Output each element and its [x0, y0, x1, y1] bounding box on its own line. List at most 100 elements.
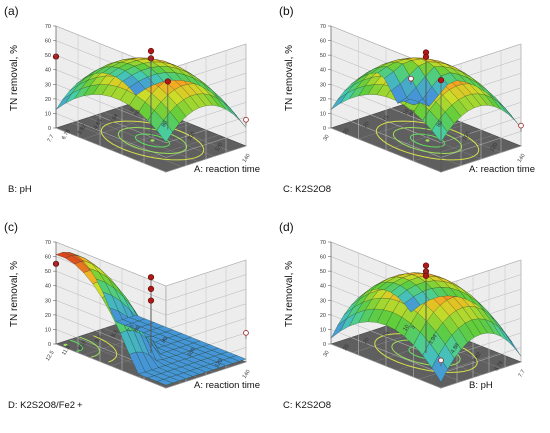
x-tick-label: 60 — [133, 325, 141, 333]
contour-line — [117, 126, 188, 155]
surface-cell — [404, 296, 421, 313]
chart-panel: 0 10 20 30 40 50 60 70 60 80 100 120 140 3 3.94 4.88 5.8… — [4, 4, 260, 195]
x-tick-label: 3.94 — [428, 334, 439, 346]
y-tick-label: 30 — [322, 350, 330, 358]
design-point — [243, 116, 249, 123]
x-tick-label: 120 — [214, 358, 224, 369]
surface-cell — [403, 98, 421, 106]
x-tick-label: 7.7 — [518, 369, 527, 379]
x-tick-label: 140 — [242, 369, 252, 380]
x-tick-label: 140 — [517, 153, 527, 164]
contour-line — [374, 333, 478, 373]
design-point — [518, 122, 524, 129]
z-tick-label: 50 — [45, 53, 51, 59]
y-tick-label: 20 — [362, 337, 370, 345]
z-tick-label: 10 — [45, 111, 51, 117]
z-tick-label: 20 — [320, 313, 326, 319]
z-axis-title: TN removal, % — [284, 261, 295, 327]
design-point — [408, 75, 414, 82]
z-tick-label: 0 — [48, 342, 51, 348]
x-tick-label: 60 — [133, 109, 141, 117]
design-point — [422, 262, 430, 269]
x-axis-title: A: reaction time — [194, 380, 260, 391]
y-tick-label: 6.76 — [61, 129, 72, 141]
z-tick-label: 10 — [45, 327, 51, 333]
y-tick-label: 10 — [402, 108, 410, 116]
x-tick-label: 120 — [489, 142, 499, 153]
design-point — [243, 330, 249, 336]
design-point — [164, 78, 171, 85]
y-tick-label: 8.5 — [111, 329, 120, 339]
chart-panel: 0 10 20 30 40 50 60 70 60 80 100 120 140 10 15 20 25 30 TN… — [279, 4, 535, 195]
contour-line — [392, 126, 463, 155]
y-tick-label: 5.82 — [77, 123, 88, 135]
design-point — [147, 297, 155, 304]
y-tick-label: 7.7 — [47, 134, 56, 144]
x-tick-label: 60 — [408, 109, 416, 117]
z-tick-label: 40 — [45, 284, 51, 290]
panel-label: (b) — [279, 4, 294, 18]
surface-cell — [128, 314, 146, 322]
wall-grid-line — [55, 127, 247, 173]
contour-center — [63, 343, 68, 347]
contour-line — [134, 133, 171, 148]
floor-grid-line — [138, 134, 219, 162]
x-tick-label: 80 — [161, 120, 169, 128]
z-axis-title: TN removal, % — [284, 45, 295, 111]
y-tick-label: 11.5 — [61, 345, 72, 357]
wall-grid-line — [330, 343, 522, 389]
design-point — [437, 77, 445, 84]
z-axis-title: TN removal, % — [9, 45, 20, 111]
x-tick-label: 120 — [214, 142, 224, 153]
y-tick-label: 4.88 — [93, 118, 104, 130]
z-tick-label: 50 — [45, 269, 51, 275]
z-tick-label: 40 — [45, 68, 51, 74]
z-tick-label: 30 — [320, 298, 326, 304]
z-tick-label: 10 — [320, 111, 326, 117]
y-tick-label: 7.5 — [127, 324, 136, 334]
z-tick-label: 70 — [45, 240, 51, 246]
y-axis-title: B: pH — [8, 184, 32, 195]
z-tick-label: 50 — [320, 53, 326, 59]
z-tick-label: 30 — [320, 82, 326, 88]
z-tick-label: 70 — [45, 24, 51, 30]
panel-label: (d) — [279, 220, 294, 234]
design-point — [438, 357, 444, 364]
contour-center — [150, 139, 155, 142]
z-tick-label: 50 — [320, 269, 326, 275]
contour-line — [69, 339, 84, 352]
contour-line — [409, 133, 446, 148]
wall-grid-line — [55, 270, 247, 316]
panel-label: (a) — [4, 4, 19, 18]
panel-label: (c) — [4, 220, 18, 234]
contour-center — [425, 139, 430, 142]
chart-panel: 0 10 20 30 40 50 60 70 60 80 100 120 140 7.5 8.5 9.5 10.… — [4, 220, 260, 411]
x-tick-label: 6.76 — [494, 360, 505, 372]
z-tick-label: 60 — [45, 255, 51, 261]
z-tick-label: 30 — [45, 82, 51, 88]
y-tick-label: 10.5 — [77, 339, 88, 351]
x-tick-label: 100 — [187, 131, 197, 142]
z-tick-label: 70 — [320, 240, 326, 246]
y-tick-label: 20 — [362, 121, 370, 129]
y-tick-label: 12.5 — [45, 350, 56, 362]
z-tick-label: 10 — [320, 327, 326, 333]
chart-panel: 0 10 20 30 40 50 60 70 3 3.94 4.88 5.82 6.76 7.7 10 15 2… — [279, 220, 527, 411]
x-tick-label: 4.88 — [450, 342, 461, 354]
y-tick-label: 9.5 — [95, 334, 104, 344]
x-tick-label: 140 — [242, 153, 252, 164]
y-tick-label: 15 — [382, 330, 390, 338]
y-axis-title: C: K2S2O8 — [283, 400, 331, 411]
y-axis-title: C: K2S2O8 — [283, 184, 331, 195]
y-axis-title: D: K2S2O8/Fe2 + — [8, 400, 83, 411]
design-point — [147, 274, 155, 281]
x-tick-label: 80 — [161, 336, 169, 344]
wall-grid-line — [55, 98, 247, 144]
wall-grid-line — [55, 343, 247, 389]
y-tick-label: 25 — [342, 343, 350, 351]
z-tick-label: 30 — [45, 298, 51, 304]
contour-line — [375, 120, 480, 161]
response-surface — [55, 57, 247, 143]
floor-contours — [100, 120, 205, 161]
z-tick-label: 40 — [320, 68, 326, 74]
